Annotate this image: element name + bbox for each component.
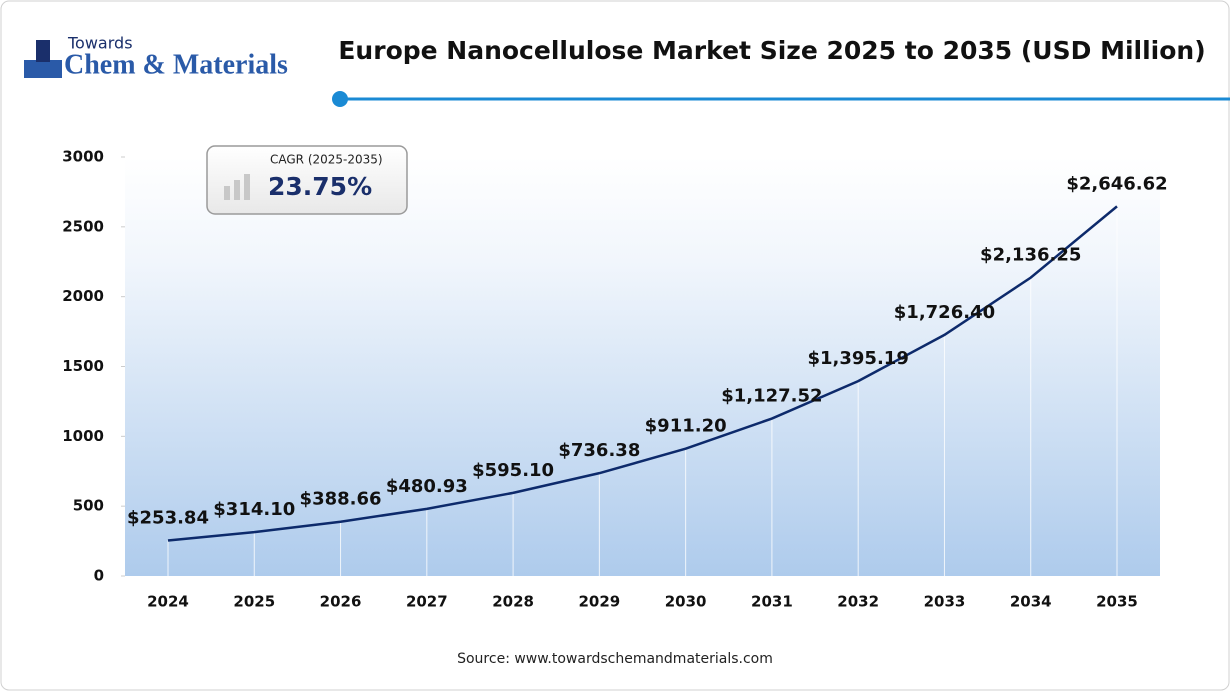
x-tick-label: 2035	[1096, 593, 1138, 611]
x-tick-label: 2024	[147, 593, 189, 611]
cagr-label: CAGR (2025-2035)	[270, 153, 383, 167]
x-tick-label: 2026	[320, 593, 362, 611]
plot-area	[125, 157, 1160, 576]
value-label: $2,136.25	[980, 245, 1081, 266]
cagr-icon	[244, 174, 250, 200]
y-tick-label: 0	[94, 567, 104, 585]
x-tick-label: 2033	[924, 593, 966, 611]
value-label: $480.93	[386, 476, 468, 497]
x-tick-label: 2034	[1010, 593, 1052, 611]
logo-icon	[36, 40, 50, 62]
cagr-frame	[206, 145, 408, 215]
logo-icon	[24, 60, 62, 78]
cagr-box: CAGR (2025-2035) 23.75%	[206, 145, 408, 215]
y-tick-label: 2500	[62, 217, 104, 235]
value-label: $1,395.19	[808, 348, 909, 369]
y-tick-label: 1500	[62, 357, 104, 375]
cagr-icon	[234, 180, 240, 200]
x-tick-label: 2031	[751, 593, 793, 611]
logo-main: Chem & Materials	[64, 49, 288, 80]
value-label: $736.38	[558, 440, 640, 461]
x-tick-label: 2027	[406, 593, 448, 611]
y-tick-label: 1000	[62, 427, 104, 445]
cagr-value: 23.75%	[268, 172, 372, 201]
value-label: $253.84	[127, 508, 209, 529]
value-label: $314.10	[213, 499, 295, 520]
logo: Towards Chem & Materials	[24, 34, 288, 80]
logo-top: Towards	[67, 34, 133, 53]
value-label: $595.10	[472, 460, 554, 481]
x-tick-label: 2028	[492, 593, 534, 611]
value-label: $911.20	[645, 416, 727, 437]
line	[167, 205, 1118, 542]
x-tick-label: 2029	[578, 593, 620, 611]
y-tick-label: 3000	[62, 148, 104, 166]
y-tick-label: 500	[73, 497, 104, 515]
header-dot	[332, 91, 348, 107]
source: Source: www.towardschemandmaterials.com	[457, 651, 773, 667]
value-label: $1,127.52	[721, 386, 822, 407]
x-tick-label: 2032	[837, 593, 879, 611]
value-label: $388.66	[300, 489, 382, 510]
y-tick-label: 2000	[62, 287, 104, 305]
x-tick-label: 2030	[665, 593, 707, 611]
x-tick-label: 2025	[233, 593, 275, 611]
cagr-icon	[224, 186, 230, 200]
value-label: $1,726.40	[894, 302, 995, 323]
value-label: $2,646.62	[1066, 173, 1167, 194]
chart-title: Europe Nanocellulose Market Size 2025 to…	[338, 36, 1205, 65]
